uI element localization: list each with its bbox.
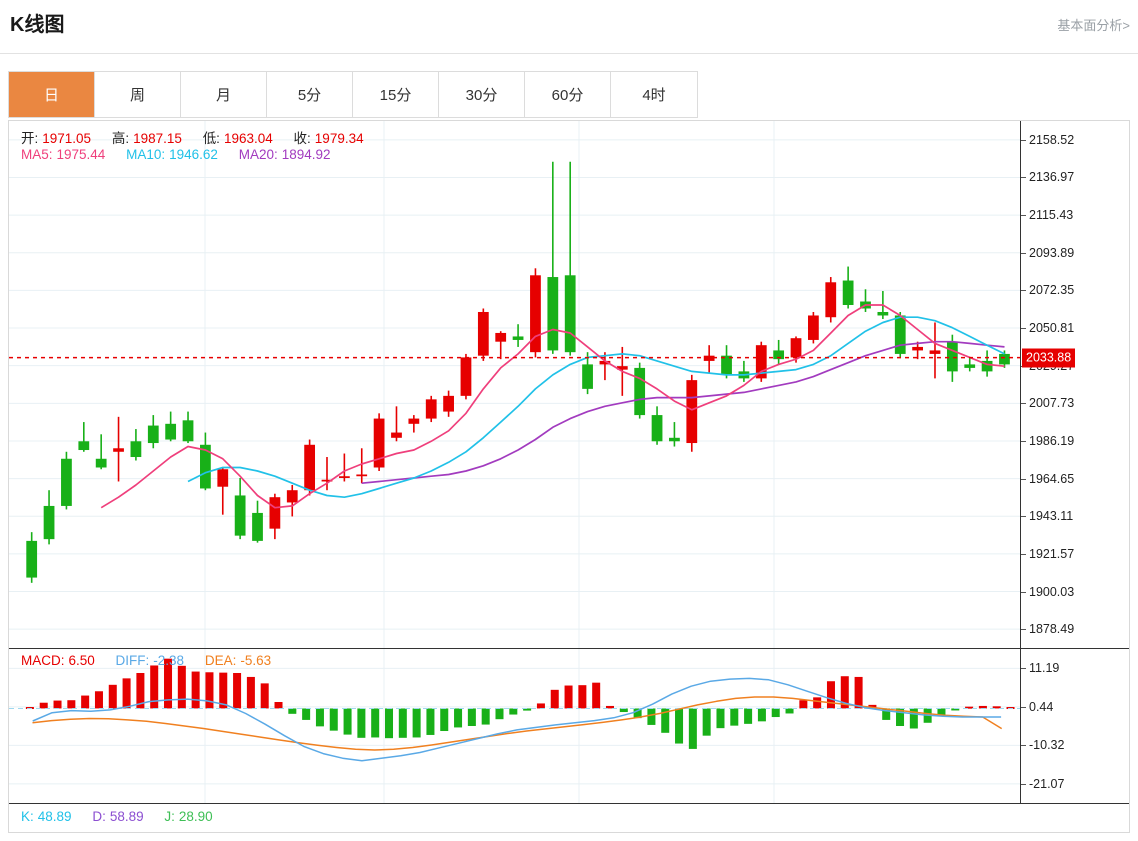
price-axis-tick [1021, 139, 1026, 141]
price-axis-tick [1021, 290, 1026, 292]
price-axis-tick [1021, 440, 1026, 442]
macd-axis-label: -21.07 [1029, 776, 1065, 791]
price-axis-tick [1021, 252, 1026, 254]
macd-chart-svg [9, 649, 1020, 803]
price-axis-label: 1878.49 [1029, 622, 1075, 637]
kdj-j-label: J: [164, 809, 175, 824]
macd-axis-tick [1021, 745, 1026, 747]
kdj-k-value: 48.89 [37, 809, 72, 824]
price-axis-tick [1021, 215, 1026, 217]
macd-axis-label: 0.44 [1029, 699, 1054, 714]
macd-axis-label: -10.32 [1029, 738, 1065, 753]
price-axis-label: 1921.57 [1029, 546, 1075, 561]
price-axis-label: 2093.89 [1029, 245, 1075, 260]
kdj-pane: K: 48.89 D: 58.89 J: 28.90 [9, 804, 1129, 832]
macd-axis: 11.19 0.44 -10.32 -21.07 [1020, 649, 1129, 803]
fundamental-analysis-link[interactable]: 基本面分析> [1057, 18, 1130, 33]
price-axis-tick [1021, 177, 1026, 179]
price-axis-label: 1964.65 [1029, 471, 1075, 486]
macd-pane: 11.19 0.44 -10.32 -21.07 MACD: 6.50 DIFF: -2.… [9, 649, 1129, 804]
timeframe-tab-5[interactable]: 30分 [439, 72, 525, 117]
price-plot[interactable] [9, 121, 1020, 648]
kdj-k-label: K: [21, 809, 34, 824]
price-axis-label: 2158.52 [1029, 132, 1075, 147]
timeframe-tabbar[interactable]: 日周月 5分 15分 30分 60分 4时 [8, 71, 698, 118]
timeframe-tab-3[interactable]: 5分 [267, 72, 353, 117]
price-axis-tick [1021, 328, 1026, 330]
timeframe-tab-1[interactable]: 周 [95, 72, 181, 117]
price-axis-tick [1021, 553, 1026, 555]
price-chart-svg [9, 121, 1020, 648]
macd-axis-label: 11.19 [1029, 661, 1060, 676]
price-axis-tick [1021, 629, 1026, 631]
price-axis-tick [1021, 478, 1026, 480]
kdj-d-label: D: [92, 809, 106, 824]
timeframe-tab-4[interactable]: 15分 [353, 72, 439, 117]
price-axis-label: 1900.03 [1029, 584, 1075, 599]
macd-axis-tick [1021, 706, 1026, 708]
price-axis-tick [1021, 403, 1026, 405]
kdj-legend: K: 48.89 D: 58.89 J: 28.90 [21, 809, 230, 824]
macd-axis-tick [1021, 783, 1026, 785]
price-axis-label: 2115.43 [1029, 208, 1074, 223]
timeframe-tab-2[interactable]: 月 [181, 72, 267, 117]
price-axis-label: 1986.19 [1029, 433, 1075, 448]
price-axis-label: 1943.11 [1029, 509, 1074, 524]
macd-plot[interactable] [9, 649, 1020, 803]
page-header: K线图 基本面分析> [0, 0, 1138, 54]
page-title: K线图 [10, 14, 65, 36]
price-pane: 2158.52 2136.97 2115.43 2093.89 2072.35 2050.… [9, 121, 1129, 649]
price-axis-label: 2072.35 [1029, 283, 1075, 298]
price-axis-label: 2050.81 [1029, 321, 1075, 336]
kdj-d-value: 58.89 [109, 809, 144, 824]
kdj-j-value: 28.90 [178, 809, 213, 824]
chart-frame: 2158.52 2136.97 2115.43 2093.89 2072.35 2050.… [8, 120, 1130, 833]
price-axis-tick [1021, 516, 1026, 518]
timeframe-tab-7[interactable]: 4时 [611, 72, 697, 117]
price-axis-tick [1021, 591, 1026, 593]
price-axis-label: 2136.97 [1029, 170, 1075, 185]
current-price-tag: 2033.88 [1022, 348, 1076, 368]
timeframe-tab-6[interactable]: 60分 [525, 72, 611, 117]
macd-axis-tick [1021, 668, 1026, 670]
timeframe-tab-0[interactable]: 日 [9, 72, 95, 117]
price-axis-label: 2007.73 [1029, 396, 1075, 411]
price-axis: 2158.52 2136.97 2115.43 2093.89 2072.35 2050.… [1020, 121, 1129, 648]
